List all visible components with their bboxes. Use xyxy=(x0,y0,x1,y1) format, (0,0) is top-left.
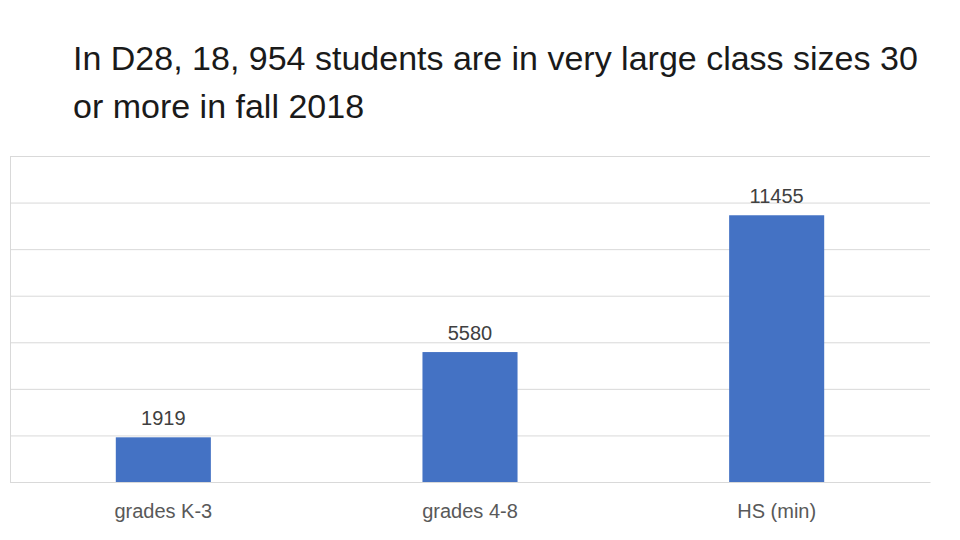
chart: In D28, 18, 954 students are in very lar… xyxy=(0,0,960,540)
bar xyxy=(422,352,517,482)
bars xyxy=(116,215,824,482)
x-tick-label: grades K-3 xyxy=(114,500,212,522)
y-axis-line xyxy=(11,157,931,483)
bar xyxy=(729,215,824,482)
y-axis xyxy=(10,157,930,483)
x-tick: HS (min) xyxy=(737,482,816,522)
x-tick-label: HS (min) xyxy=(737,500,816,522)
data-label: 11455 xyxy=(750,185,804,207)
y-tick xyxy=(10,156,930,157)
title-line: In D28, 18, 954 students are in very lar… xyxy=(73,39,918,77)
x-axis-line xyxy=(11,482,931,483)
x-tick-label: grades 4-8 xyxy=(422,500,518,522)
x-tick: grades K-3 xyxy=(114,482,212,522)
title-line: or more in fall 2018 xyxy=(73,87,364,125)
data-label: 1919 xyxy=(141,407,186,429)
grid-line xyxy=(10,156,930,157)
data-labels: 1919 5580 11455 xyxy=(141,185,804,429)
bar xyxy=(116,437,211,482)
y-tick xyxy=(10,482,930,483)
x-axis: grades K-3 grades 4-8 HS (min) xyxy=(11,482,931,522)
plot: grades K-3 grades 4-8 HS (min) 1919 5580 1145… xyxy=(10,157,931,523)
x-tick: grades 4-8 xyxy=(422,482,518,522)
title: In D28, 18, 954 students are in very lar… xyxy=(73,39,918,125)
grid-line xyxy=(10,482,930,483)
data-label: 5580 xyxy=(448,322,493,344)
